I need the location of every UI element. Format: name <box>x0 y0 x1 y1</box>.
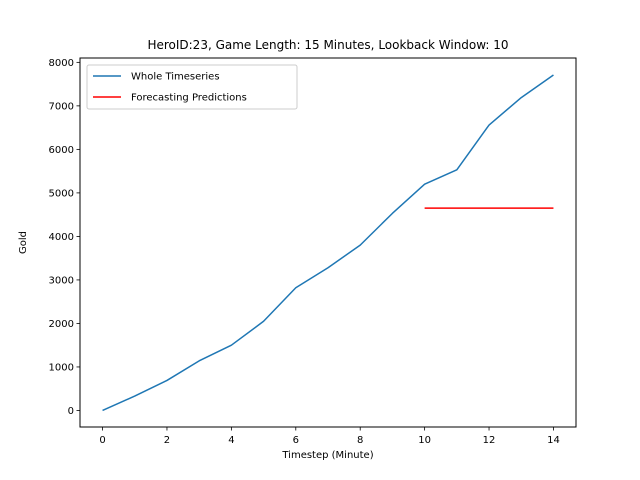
x-tick-label: 8 <box>357 435 363 446</box>
x-tick-label: 10 <box>418 435 431 446</box>
y-tick-label: 4000 <box>49 232 74 243</box>
x-tick-label: 4 <box>228 435 234 446</box>
series-layer <box>102 74 554 412</box>
y-axis-ticks: 0 1000 2000 3000 4000 5000 6000 7000 8000 <box>49 58 80 417</box>
y-tick-label: 5000 <box>49 188 74 199</box>
x-tick-label: 14 <box>547 435 560 446</box>
series-line-1 <box>102 74 554 412</box>
y-tick-label: 3000 <box>49 275 74 286</box>
legend-box <box>86 64 298 110</box>
y-tick-label: 8000 <box>49 58 74 69</box>
x-axis-ticks: 0 2 4 6 8 10 12 14 <box>99 427 560 446</box>
x-axis-label: Timestep (Minute) <box>281 450 373 461</box>
x-tick-label: 2 <box>164 435 170 446</box>
y-tick-label: 0 <box>68 406 74 417</box>
legend-entry-label: Forecasting Predictions <box>131 93 247 104</box>
x-tick-label: 6 <box>293 435 299 446</box>
y-tick-label: 2000 <box>49 319 74 330</box>
x-tick-label: 0 <box>99 435 105 446</box>
x-tick-label: 12 <box>483 435 496 446</box>
y-tick-label: 1000 <box>49 362 74 373</box>
plot-area-frame <box>79 57 577 428</box>
y-tick-label: 7000 <box>49 101 74 112</box>
y-tick-label: 6000 <box>49 145 74 156</box>
chart-title: HeroID:23, Game Length: 15 Minutes, Look… <box>147 38 508 52</box>
legend-entry-label: Whole Timeseries <box>131 72 220 83</box>
y-axis-label: Gold <box>18 231 29 254</box>
legend: Whole Timeseries Forecasting Predictions <box>86 64 298 110</box>
